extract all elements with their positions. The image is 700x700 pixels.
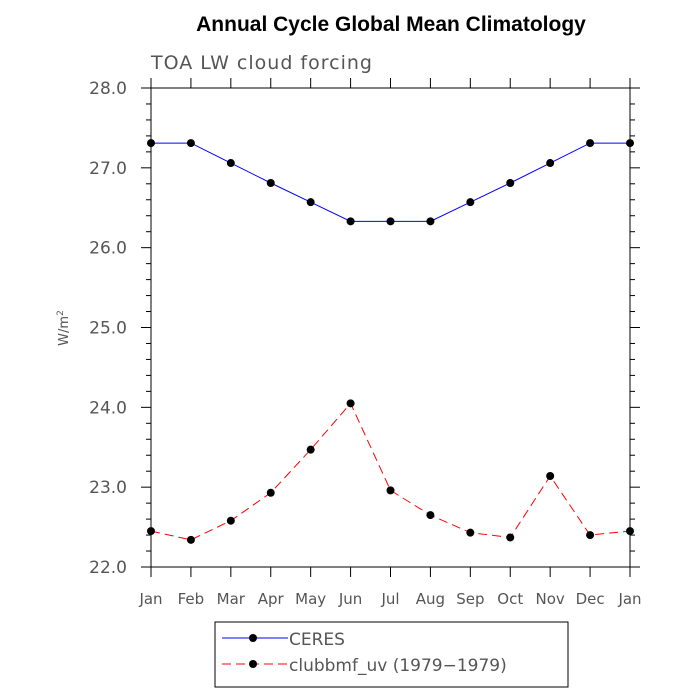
y-tick-labels: 22.0 23.0 24.0 25.0 26.0 27.0 28.0 [89, 79, 127, 578]
data-point-1-0 [147, 527, 155, 536]
legend-label-clubbmf: clubbmf_uv (1979−1979) [289, 656, 507, 676]
x-tick-label: Nov [536, 590, 565, 608]
chart-title: Annual Cycle Global Mean Climatology [196, 13, 586, 36]
data-point-1-5 [346, 399, 355, 408]
legend-marker-clubbmf [249, 660, 257, 668]
data-point-1-8 [466, 528, 475, 537]
data-point-0-9 [506, 179, 515, 188]
x-tick-label: Feb [178, 590, 205, 608]
x-tick-label: Dec [576, 590, 605, 608]
y-tick-label: 23.0 [89, 478, 127, 498]
data-point-1-7 [426, 511, 435, 520]
data-point-0-4 [306, 198, 315, 207]
data-point-0-1 [186, 139, 195, 148]
data-point-1-1 [186, 535, 195, 544]
legend-marker-ceres [249, 634, 257, 642]
x-tick-label: Mar [217, 590, 246, 608]
plot-frame [150, 87, 631, 568]
x-tick-label: Jan [617, 590, 641, 608]
data-point-0-6 [386, 217, 395, 226]
y-tick-label: 25.0 [89, 319, 127, 339]
x-tick-label: Sep [456, 590, 484, 608]
data-point-0-12 [626, 139, 634, 148]
legend-label-ceres: CERES [289, 630, 345, 650]
data-point-1-11 [586, 531, 595, 540]
data-point-1-3 [266, 488, 275, 497]
y-tick-label: 24.0 [89, 398, 127, 418]
y-tick-label: 22.0 [89, 558, 127, 578]
data-point-1-10 [546, 471, 555, 480]
data-point-1-12 [626, 527, 634, 536]
data-point-1-4 [306, 445, 315, 454]
axis-ticks [141, 78, 640, 577]
x-tick-label: Jul [380, 590, 399, 608]
x-tick-label: May [295, 590, 326, 608]
data-point-0-7 [426, 217, 435, 226]
data-point-1-9 [506, 533, 515, 542]
data-point-1-6 [386, 486, 395, 495]
series-line-1 [150, 402, 631, 541]
y-axis-label-superscript: 2 [56, 310, 66, 316]
data-point-0-2 [226, 159, 235, 168]
y-axis-label: W/m2 [56, 310, 72, 346]
data-point-1-2 [226, 516, 235, 525]
y-axis-label-text: W/m [57, 316, 72, 346]
x-tick-labels: Jan Feb Mar Apr May Jun Jul Aug Sep Oct Nov Dec Jan [138, 590, 641, 608]
svg-text:W/m2: W/m2 [56, 310, 72, 346]
x-tick-label: Oct [497, 590, 523, 608]
legend: CERES clubbmf_uv (1979−1979) [214, 621, 569, 688]
y-tick-label: 27.0 [89, 159, 127, 179]
series-line-0 [151, 142, 630, 222]
x-tick-label: Jan [138, 590, 162, 608]
chart-subtitle: TOA LW cloud forcing [150, 52, 373, 74]
data-point-0-0 [147, 139, 155, 148]
data-point-0-5 [346, 217, 355, 226]
series-layer [147, 139, 634, 544]
data-point-0-3 [266, 179, 275, 188]
data-point-0-11 [586, 139, 595, 148]
x-tick-label: Apr [258, 590, 285, 608]
y-tick-label: 28.0 [89, 79, 127, 99]
x-tick-label: Jun [338, 590, 362, 608]
data-point-0-8 [466, 198, 475, 207]
x-tick-label: Aug [416, 590, 445, 608]
y-tick-label: 26.0 [89, 239, 127, 259]
legend-box [214, 621, 569, 688]
data-point-0-10 [546, 159, 555, 168]
